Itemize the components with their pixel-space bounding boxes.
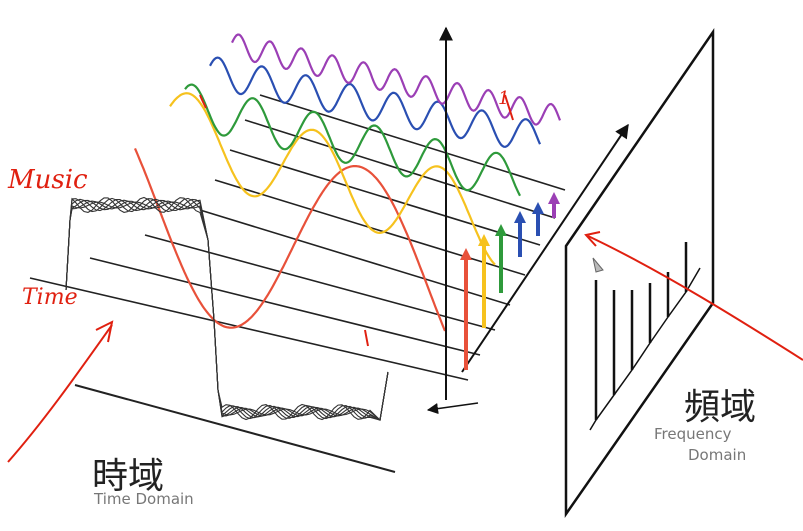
spectrum-arrow-4 [514,211,526,257]
spectrum-arrow-head [495,224,507,236]
time-domain-signal [65,196,389,422]
spectrum-arrow-2 [478,234,490,328]
annotation-arrows [7,94,803,463]
harmonic-wave-1 [133,147,447,332]
frequency-domain-title-en-1: Frequency [654,425,732,443]
time-annotation: Time [22,285,78,310]
harmonic-waves [133,33,562,332]
time-signal-trace-3 [65,199,389,421]
spectrum-arrow-6 [548,192,560,218]
time-signal-trace-2 [65,200,389,421]
time-signal-trace-5 [65,197,389,421]
time-signal-trace-6 [65,196,389,422]
time-domain-title-cn: 時域 [92,456,165,497]
music-annotation: Music [8,165,88,195]
time-signal-trace-1 [65,201,389,422]
frequency-word: Frequency [654,425,732,443]
depth-axis [426,402,479,415]
frequency-domain-title-cn: 頻域 [684,387,757,428]
spectrum-arrow-head [514,211,526,223]
time-signal-trace-4 [65,198,389,421]
spectrum-arrow-1 [460,248,472,370]
time-domain-title-en: Time Domain [94,490,194,508]
one-annotation: 1 [498,88,510,109]
spectrum-arrow-head [478,234,490,246]
frequency-spikes [589,242,701,431]
domain-word: Domain [688,446,747,464]
harmonic-wave-3 [184,83,521,197]
spectrum-arrow-head [460,248,472,260]
frequency-domain-title-en-2: Domain [688,446,746,464]
harmonic-wave-2 [169,92,496,266]
spectrum-arrow-head [548,192,560,204]
spectrum-arrow-head [532,202,544,214]
harmonic-wave-5 [231,33,562,126]
frequency-axis [461,123,629,373]
spectrum-arrow-3 [495,224,507,293]
harmonic-wave-4 [209,56,542,148]
spectrum-arrow-5 [532,202,544,236]
spectrum-arrows [460,192,560,370]
frequency-baseline [589,267,701,431]
